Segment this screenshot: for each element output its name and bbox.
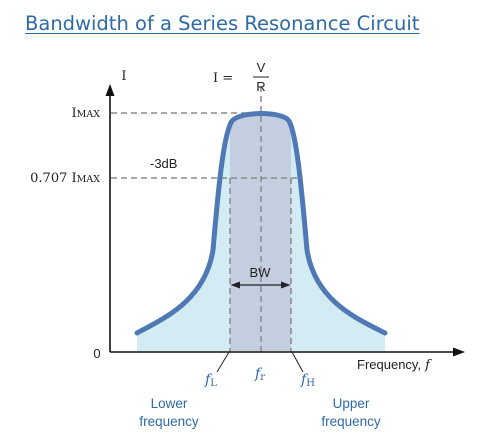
resonance-curve — [134, 111, 388, 336]
imax-label: IMAX — [72, 106, 101, 121]
bandwidth-region — [230, 113, 291, 351]
dashed-guides — [111, 86, 300, 352]
svg-text:frequency: frequency — [139, 414, 199, 429]
formula-numerator: V — [257, 60, 266, 75]
diagram-title: Bandwidth of a Series Resonance Circuit — [25, 12, 420, 35]
bandwidth-arrow — [230, 281, 291, 289]
bandwidth-label: BW — [250, 265, 272, 280]
origin-label: 0 — [93, 346, 100, 361]
svg-text:Lower: Lower — [151, 396, 188, 411]
marker-leaders — [216, 351, 304, 373]
y-axis-arrow — [105, 84, 115, 96]
upper-freq-marker: fH — [300, 372, 315, 389]
lower-freq-leader — [216, 351, 230, 373]
upper-frequency-caption: Upper frequency — [321, 396, 381, 429]
x-axis-label: Frequency, f — [357, 357, 432, 373]
current-formula: I = V R — [213, 60, 269, 94]
svg-text:frequency: frequency — [321, 414, 381, 429]
x-axis-arrow — [453, 347, 465, 357]
db-label: -3dB — [150, 156, 177, 171]
upper-freq-leader — [291, 351, 304, 373]
lower-frequency-caption: Lower frequency — [139, 396, 199, 429]
svg-text:Upper: Upper — [333, 396, 370, 411]
lower-freq-marker: fL — [204, 372, 217, 389]
resonant-freq-marker: fr — [254, 366, 265, 383]
formula-lhs: I = — [213, 71, 233, 86]
y-axis-label: I — [121, 69, 126, 84]
half-power-label: 0.707 IMAX — [30, 171, 100, 186]
formula-denominator: R — [256, 79, 265, 94]
axes — [105, 84, 465, 357]
